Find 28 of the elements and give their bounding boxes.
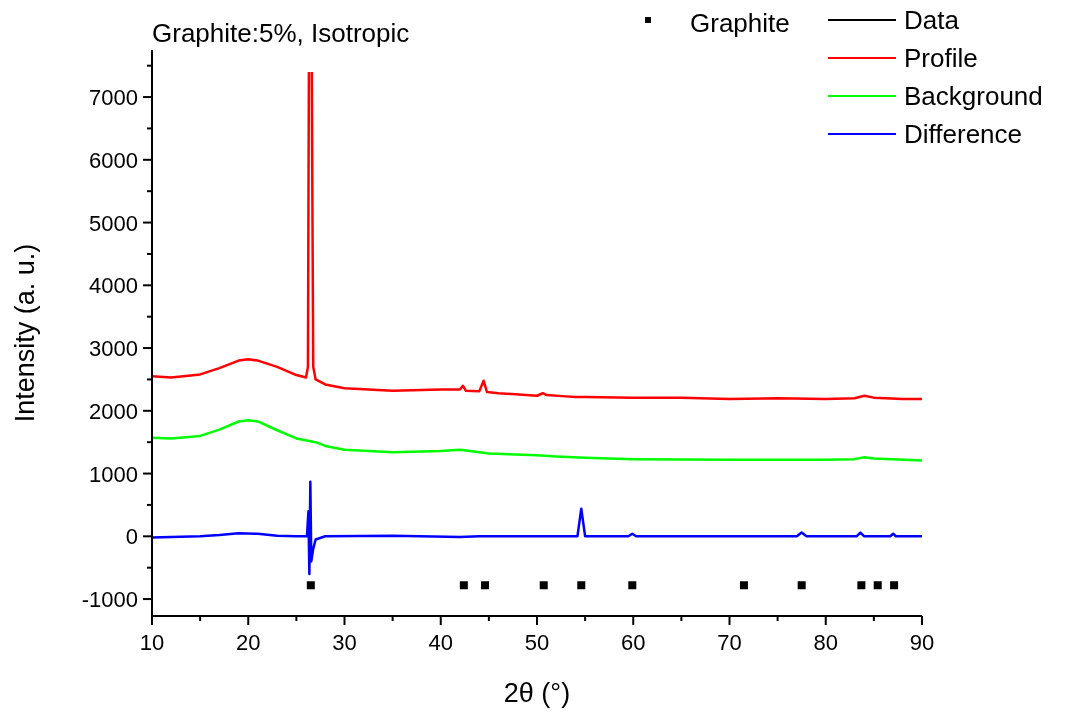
x-tick-label: 90 [909, 630, 935, 655]
x-tick-label: 60 [621, 630, 646, 655]
line-series [152, 418, 922, 462]
x-tick-label: 80 [813, 630, 838, 655]
y-tick-label: 7000 [89, 85, 138, 111]
legend-label: Difference [904, 119, 1023, 149]
line-series [152, 480, 922, 576]
legend-label: Graphite [690, 8, 790, 38]
y-tick-label: 4000 [89, 273, 138, 299]
y-tick-label: 0 [125, 524, 138, 550]
y-tick-label: 1000 [89, 461, 138, 487]
y-axis-title: Intensity (a. u.) [10, 243, 40, 423]
y-tick-label: 5000 [89, 210, 138, 236]
legend-label: Data [904, 5, 960, 35]
x-tick-label: 70 [717, 630, 742, 655]
x-axis-title: 2θ (°) [503, 678, 571, 708]
legend-label: Background [904, 81, 1043, 111]
legend-label: Profile [904, 43, 978, 73]
y-tick-label: 6000 [89, 147, 138, 173]
y-tick-label: 3000 [89, 336, 138, 362]
x-tick-label: 30 [332, 630, 357, 655]
y-tick-label: -1000 [81, 587, 138, 613]
x-tick-label: 50 [524, 630, 550, 655]
y-tick-label: 2000 [89, 398, 138, 424]
x-tick-label: 20 [236, 630, 261, 655]
chart-title: Graphite:5%, Isotropic [152, 18, 410, 48]
x-tick-label: 40 [428, 630, 453, 655]
x-tick-label: 10 [139, 630, 165, 655]
